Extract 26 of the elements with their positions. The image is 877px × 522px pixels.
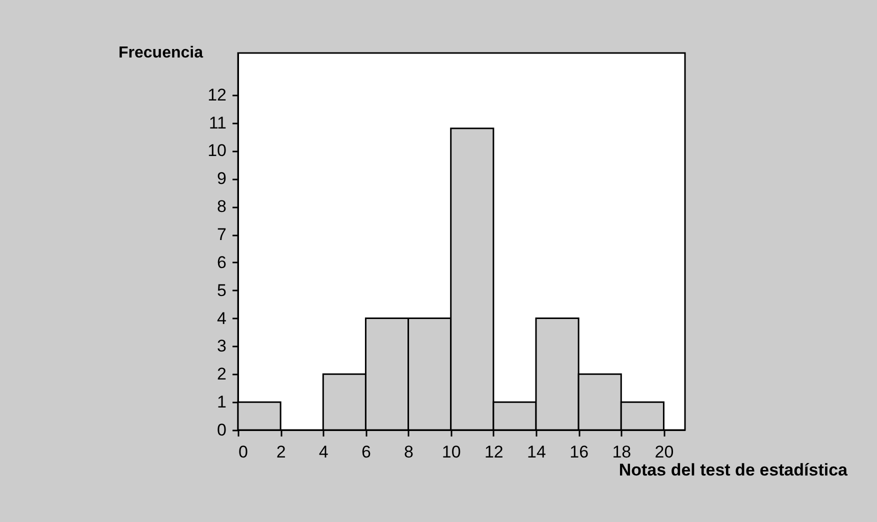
y-tick-label: 7 [217, 225, 226, 244]
x-tick-label: 12 [484, 442, 504, 462]
x-tick-label: 2 [276, 442, 286, 462]
y-tick-label: 0 [217, 420, 226, 440]
y-tick-label: 5 [217, 280, 226, 300]
y-tick-label: 1 [217, 392, 226, 412]
y-tick-label: 9 [217, 169, 226, 188]
x-tick-label: 16 [570, 442, 589, 462]
y-tick-label: 2 [217, 364, 226, 384]
x-tick-label: 6 [361, 442, 371, 462]
x-tick-label: 18 [612, 442, 632, 462]
x-tick-label: 4 [318, 442, 328, 462]
y-tick-label: 4 [217, 308, 226, 328]
x-tick-label: 0 [238, 442, 248, 462]
x-tick-label: 8 [404, 442, 414, 462]
y-tick-label: 3 [217, 336, 226, 356]
x-tick-label: 14 [527, 442, 546, 462]
y-tick-label: 8 [217, 197, 226, 216]
y-tick-label: 11 [208, 113, 226, 132]
y-tick-label: 12 [208, 85, 226, 104]
y-tick-label: 6 [217, 252, 226, 272]
x-axis-title: Notas del test de estadística [618, 460, 848, 480]
y-axis-title: Frecuencia [118, 44, 204, 62]
x-tick-label: 10 [442, 442, 461, 462]
x-tick-label: 20 [654, 442, 674, 462]
y-tick-label: 10 [208, 141, 226, 160]
